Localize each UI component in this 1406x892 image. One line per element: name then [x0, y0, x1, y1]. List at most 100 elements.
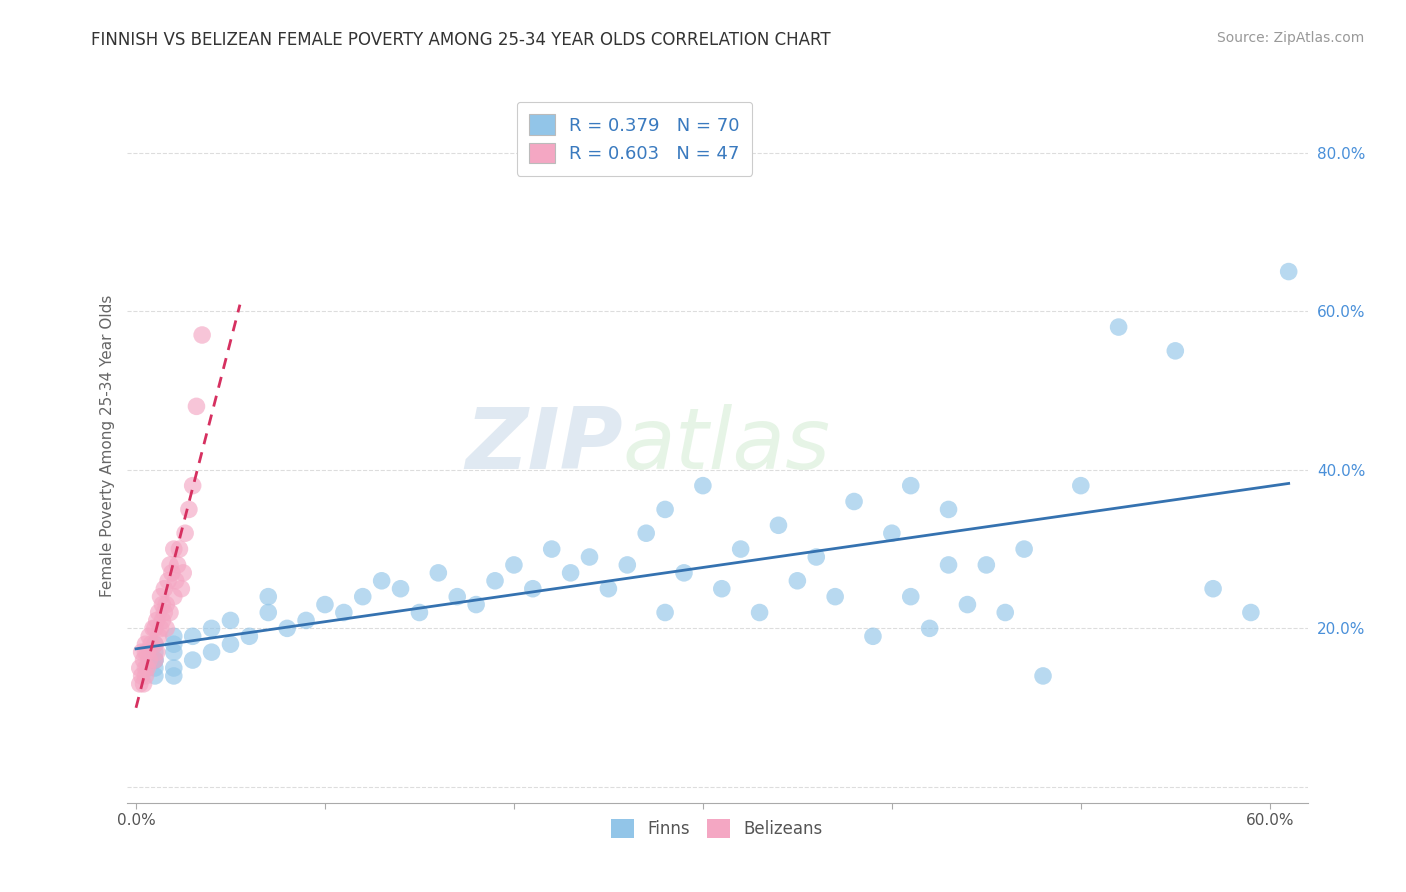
Point — [131, 669, 153, 683]
Point — [143, 653, 166, 667]
Point — [142, 621, 165, 635]
Point — [503, 558, 526, 572]
Point — [257, 606, 280, 620]
Text: FINNISH VS BELIZEAN FEMALE POVERTY AMONG 25-34 YEAR OLDS CORRELATION CHART: FINNISH VS BELIZEAN FEMALE POVERTY AMONG… — [91, 31, 831, 49]
Point — [163, 629, 186, 643]
Point — [1202, 582, 1225, 596]
Point — [333, 606, 356, 620]
Point — [138, 653, 160, 667]
Point — [578, 549, 600, 564]
Point — [598, 582, 620, 596]
Point — [169, 542, 191, 557]
Point — [295, 614, 318, 628]
Point — [692, 478, 714, 492]
Point — [143, 645, 166, 659]
Point — [465, 598, 488, 612]
Y-axis label: Female Poverty Among 25-34 Year Olds: Female Poverty Among 25-34 Year Olds — [100, 295, 115, 597]
Point — [148, 606, 170, 620]
Point — [155, 621, 177, 635]
Point — [730, 542, 752, 557]
Point — [143, 637, 166, 651]
Point — [138, 629, 160, 643]
Point — [748, 606, 770, 620]
Point — [136, 661, 159, 675]
Point — [143, 661, 166, 675]
Point — [540, 542, 562, 557]
Point — [143, 621, 166, 635]
Point — [389, 582, 412, 596]
Point — [257, 590, 280, 604]
Point — [672, 566, 695, 580]
Point — [900, 478, 922, 492]
Point — [238, 629, 260, 643]
Point — [200, 645, 222, 659]
Point — [314, 598, 336, 612]
Point — [522, 582, 544, 596]
Point — [181, 653, 204, 667]
Point — [1032, 669, 1054, 683]
Point — [900, 590, 922, 604]
Point — [170, 582, 193, 596]
Text: atlas: atlas — [623, 404, 831, 488]
Point — [181, 478, 204, 492]
Point — [181, 629, 204, 643]
Point — [159, 558, 181, 572]
Point — [842, 494, 865, 508]
Point — [994, 606, 1017, 620]
Point — [200, 621, 222, 635]
Point — [654, 502, 676, 516]
Text: Source: ZipAtlas.com: Source: ZipAtlas.com — [1216, 31, 1364, 45]
Point — [636, 526, 658, 541]
Point — [132, 653, 155, 667]
Point — [1070, 478, 1092, 492]
Point — [370, 574, 392, 588]
Point — [174, 526, 197, 541]
Point — [134, 645, 156, 659]
Point — [446, 590, 468, 604]
Point — [136, 645, 159, 659]
Point — [806, 549, 828, 564]
Point — [427, 566, 450, 580]
Point — [1164, 343, 1187, 358]
Point — [155, 598, 177, 612]
Point — [862, 629, 884, 643]
Text: ZIP: ZIP — [465, 404, 623, 488]
Point — [219, 637, 242, 651]
Point — [152, 598, 174, 612]
Point — [484, 574, 506, 588]
Point — [710, 582, 733, 596]
Point — [654, 606, 676, 620]
Point — [128, 661, 150, 675]
Point — [159, 606, 181, 620]
Point — [134, 661, 156, 675]
Point — [152, 614, 174, 628]
Point — [134, 669, 156, 683]
Point — [143, 653, 166, 667]
Point — [1012, 542, 1035, 557]
Point — [165, 574, 187, 588]
Point — [186, 400, 208, 414]
Point — [146, 614, 169, 628]
Point — [163, 590, 186, 604]
Point — [219, 614, 242, 628]
Point — [177, 502, 200, 516]
Point — [276, 621, 298, 635]
Point — [153, 606, 176, 620]
Point — [153, 582, 176, 596]
Point — [163, 669, 186, 683]
Point — [139, 637, 162, 651]
Point — [160, 566, 183, 580]
Point — [149, 590, 172, 604]
Point — [163, 645, 186, 659]
Point — [786, 574, 808, 588]
Point — [149, 621, 172, 635]
Point — [768, 518, 790, 533]
Point — [143, 653, 166, 667]
Point — [163, 661, 186, 675]
Point — [163, 637, 186, 651]
Point — [131, 645, 153, 659]
Point — [560, 566, 582, 580]
Point — [191, 328, 214, 343]
Point — [938, 502, 960, 516]
Point — [134, 637, 156, 651]
